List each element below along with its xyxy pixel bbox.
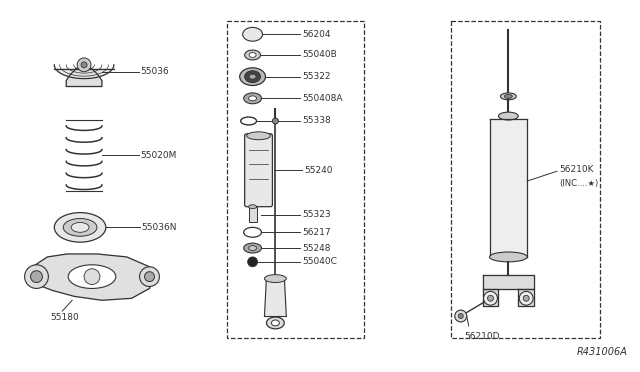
Polygon shape [518, 289, 534, 306]
Text: 55338: 55338 [302, 116, 331, 125]
Text: 56210D: 56210D [465, 332, 500, 341]
Ellipse shape [249, 74, 256, 79]
Text: 55040B: 55040B [302, 51, 337, 60]
Ellipse shape [244, 243, 262, 253]
Ellipse shape [499, 112, 518, 120]
Polygon shape [490, 119, 527, 257]
Text: 55240: 55240 [304, 166, 333, 175]
Ellipse shape [54, 212, 106, 242]
Text: 55323: 55323 [302, 210, 331, 219]
Text: 56217: 56217 [302, 228, 331, 237]
Text: 55036: 55036 [141, 67, 170, 76]
Ellipse shape [244, 50, 260, 60]
Ellipse shape [248, 205, 257, 209]
Circle shape [248, 257, 257, 267]
Text: 55040C: 55040C [302, 257, 337, 266]
Ellipse shape [244, 93, 262, 104]
Circle shape [273, 118, 278, 124]
Text: 55020M: 55020M [141, 151, 177, 160]
Ellipse shape [68, 265, 116, 288]
Text: 55322: 55322 [302, 72, 331, 81]
Polygon shape [483, 275, 534, 289]
Circle shape [81, 62, 87, 68]
Polygon shape [54, 65, 114, 78]
Circle shape [455, 310, 467, 322]
Text: 56210K: 56210K [559, 165, 593, 174]
Ellipse shape [249, 52, 256, 57]
Ellipse shape [271, 320, 279, 326]
Text: 55248: 55248 [302, 244, 331, 253]
Ellipse shape [266, 317, 284, 329]
Circle shape [31, 271, 42, 283]
Ellipse shape [240, 68, 266, 86]
Ellipse shape [246, 132, 271, 140]
Bar [451, 20, 600, 338]
Ellipse shape [243, 28, 262, 41]
Circle shape [140, 267, 159, 286]
Polygon shape [264, 277, 286, 316]
Bar [227, 20, 364, 338]
Text: R431006A: R431006A [577, 347, 627, 357]
Polygon shape [66, 69, 102, 87]
FancyBboxPatch shape [244, 134, 273, 207]
Circle shape [484, 291, 497, 305]
Circle shape [84, 269, 100, 285]
Circle shape [77, 58, 91, 72]
Ellipse shape [500, 93, 516, 100]
Text: 550408A: 550408A [302, 94, 342, 103]
Ellipse shape [264, 275, 286, 283]
Ellipse shape [504, 94, 512, 98]
Ellipse shape [248, 96, 257, 101]
Circle shape [524, 295, 529, 301]
Circle shape [519, 291, 533, 305]
Bar [248, 207, 257, 222]
Text: 55180: 55180 [51, 313, 79, 322]
Polygon shape [483, 289, 499, 306]
Circle shape [488, 295, 493, 301]
Circle shape [145, 272, 154, 282]
Text: (INC....★): (INC....★) [559, 179, 598, 187]
Ellipse shape [244, 71, 260, 83]
Ellipse shape [71, 222, 89, 232]
Polygon shape [28, 254, 154, 300]
Ellipse shape [63, 218, 97, 236]
Ellipse shape [490, 252, 527, 262]
Text: 56204: 56204 [302, 30, 331, 39]
Circle shape [24, 265, 49, 288]
Text: 55036N: 55036N [141, 223, 177, 232]
Ellipse shape [248, 246, 257, 250]
Circle shape [458, 314, 463, 318]
